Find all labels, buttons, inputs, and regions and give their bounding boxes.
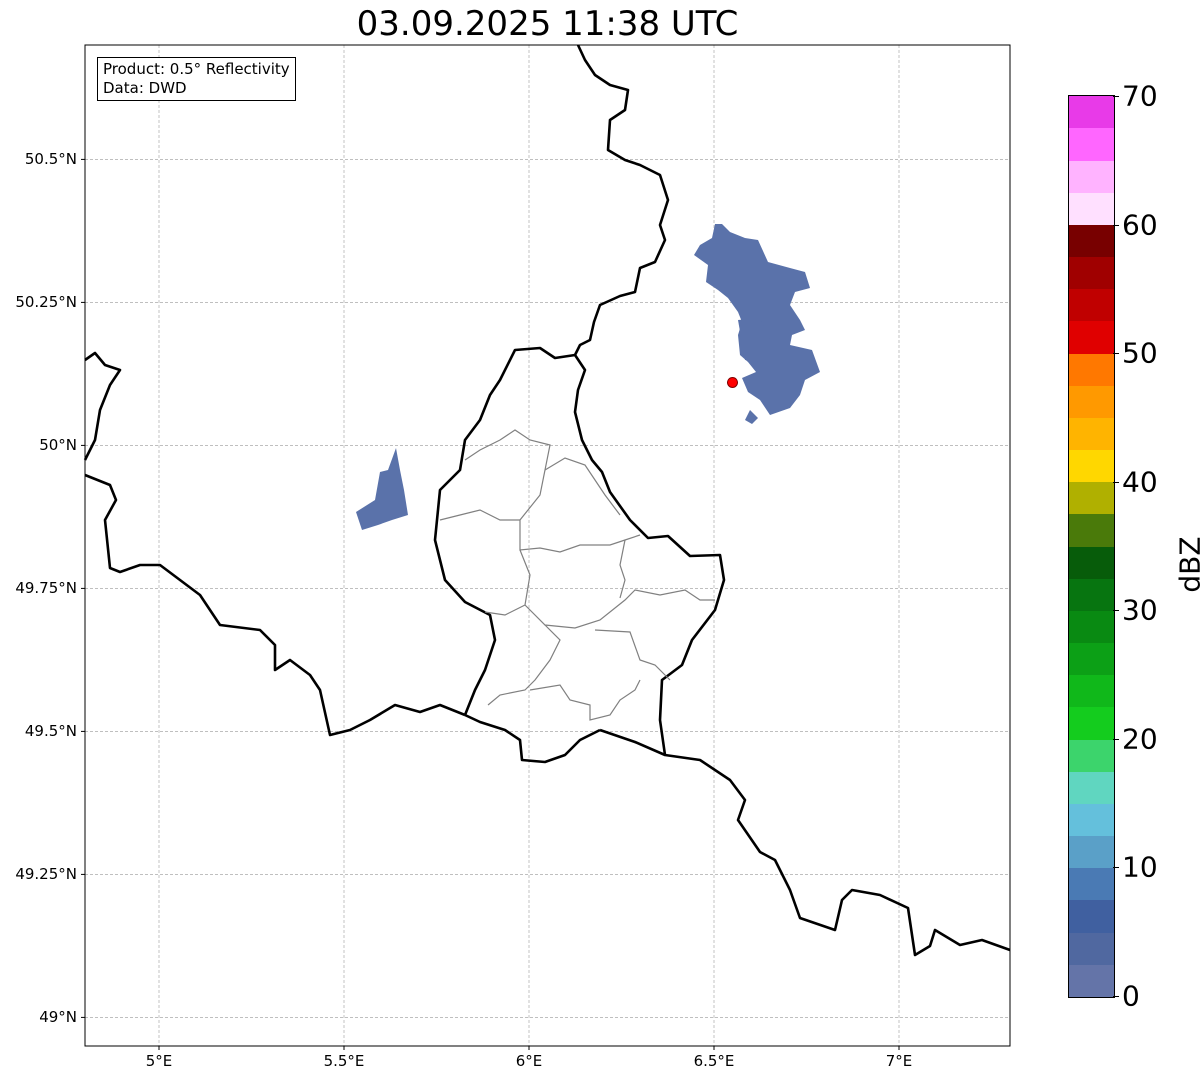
colorbar-bin [1069,514,1114,547]
border-luxembourg-belgium [433,346,576,716]
border-belgium-netherlands [83,351,122,461]
border-france-germany [599,728,1011,957]
y-tick-label: 50.5°N [24,150,77,169]
colorbar-bin [1069,739,1114,772]
colorbar-bin [1069,224,1114,258]
colorbar-tick-mark [1113,738,1119,740]
product-info-box: Product: 0.5° Reflectivity Data: DWD [97,57,296,101]
colorbar-bin [1069,900,1114,933]
y-tick-label: 50°N [39,436,77,455]
colorbar-bin [1069,128,1114,161]
colorbar-tick-label: 50 [1122,336,1158,370]
border-belgium-france [84,473,466,737]
colorbar-bin [1069,257,1114,290]
colorbar-bin [1069,289,1114,322]
radar-site-marker [727,376,738,388]
data-source-label: Data: DWD [103,79,187,97]
colorbar-bin [1069,707,1114,740]
colorbar-bin [1069,96,1114,129]
y-tick-label: 49.75°N [15,579,77,598]
colorbar-tick-label: 40 [1122,465,1158,499]
colorbar-tick-mark [1113,353,1119,355]
colorbar-tick-label: 60 [1122,208,1158,242]
colorbar-tick-mark [1113,96,1119,97]
colorbar-bin [1069,482,1114,515]
y-tick-label: 49°N [39,1008,77,1027]
colorbar-bin [1069,417,1114,451]
colorbar-bin [1069,771,1114,804]
colorbar-tick-label: 30 [1122,593,1158,627]
x-tick-label: 5.5°E [323,1052,365,1070]
colorbar-bin [1069,610,1114,644]
colorbar-bin [1069,964,1114,997]
border-luxembourg-france [464,713,601,764]
colorbar-bin [1069,932,1114,965]
colorbar-label: dBZ [1173,536,1202,593]
colorbar-bin [1069,868,1114,901]
colorbar-bin [1069,353,1114,386]
colorbar-bin [1069,321,1114,354]
colorbar [1068,95,1115,998]
country-borders [83,44,1011,957]
colorbar-bin [1069,546,1114,579]
colorbar-tick-mark [1113,224,1119,226]
canton-boundaries [439,429,715,721]
colorbar-tick-mark [1113,996,1119,997]
border-germany [573,44,726,756]
y-tick-label: 49.5°N [24,722,77,741]
product-label: Product: 0.5° Reflectivity [103,60,290,78]
x-tick-label: 6°E [515,1052,543,1070]
colorbar-bin [1069,192,1114,225]
colorbar-bin [1069,385,1114,418]
y-tick-label: 49.25°N [15,865,77,884]
colorbar-bin [1069,643,1114,676]
map-title: 03.09.2025 11:38 UTC [356,4,739,44]
y-tick-label: 50.25°N [15,293,77,312]
gridlines [85,45,1010,1046]
colorbar-tick-mark [1113,867,1119,869]
colorbar-tick-label: 20 [1122,722,1158,756]
colorbar-bin [1069,160,1114,193]
colorbar-bin [1069,836,1114,869]
colorbar-bin [1069,450,1114,483]
colorbar-bin [1069,803,1114,837]
colorbar-tick-mark [1113,610,1119,612]
colorbar-tick-label: 0 [1122,979,1140,1013]
colorbar-tick-label: 70 [1122,79,1158,113]
colorbar-tick-label: 10 [1122,850,1158,884]
colorbar-bin [1069,578,1114,611]
colorbar-bin [1069,675,1114,708]
precipitation-echoes [356,224,820,530]
x-tick-label: 5°E [145,1052,173,1070]
x-tick-label: 6.5°E [693,1052,735,1070]
colorbar-tick-mark [1113,481,1119,483]
x-tick-label: 7°E [885,1052,913,1070]
